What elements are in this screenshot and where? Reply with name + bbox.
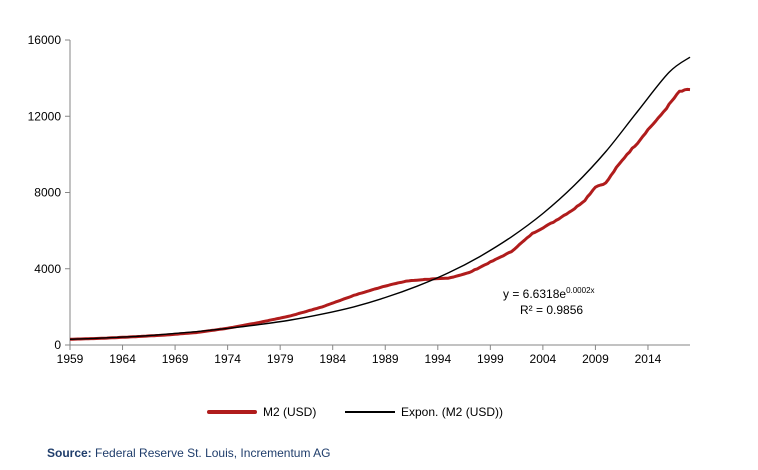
equation-exponent: 0.0002x xyxy=(566,286,594,295)
legend-item-expon: Expon. (M2 (USD)) xyxy=(345,405,503,419)
source-note: Source: Federal Reserve St. Louis, Incre… xyxy=(47,446,330,460)
equation-main: y = 6.6318e xyxy=(503,287,566,301)
x-tick-label: 1959 xyxy=(57,352,84,366)
y-tick-label: 0 xyxy=(54,338,61,352)
x-tick-label: 1974 xyxy=(214,352,241,366)
x-tick-label: 1964 xyxy=(109,352,136,366)
y-tick-label: 12000 xyxy=(28,109,62,123)
series-line-expon-trend xyxy=(69,56,691,340)
x-tick-label: 2009 xyxy=(582,352,609,366)
x-tick-label: 1989 xyxy=(372,352,399,366)
source-label: Source: xyxy=(47,446,92,460)
y-tick-label: 16000 xyxy=(28,33,62,47)
y-tick-label: 4000 xyxy=(34,262,61,276)
legend-label-expon: Expon. (M2 (USD)) xyxy=(401,405,504,419)
x-tick-label: 1994 xyxy=(424,352,451,366)
r-squared: R² = 0.9856 xyxy=(520,303,583,317)
trend-equation: y = 6.6318e0.0002x xyxy=(503,286,595,301)
legend-swatch-expon xyxy=(345,411,395,413)
x-tick-label: 2004 xyxy=(530,352,557,366)
x-tick-label: 1999 xyxy=(477,352,504,366)
x-axis: 1959 1964 1969 1974 1979 1984 1989 1994 1999 2004… xyxy=(57,344,690,366)
legend-label-m2: M2 (USD) xyxy=(263,405,317,419)
x-tick-label: 1984 xyxy=(319,352,346,366)
x-tick-label: 2014 xyxy=(635,352,662,366)
y-tick-label: 8000 xyxy=(34,186,61,200)
source-text: Federal Reserve St. Louis, Incrementum A… xyxy=(95,446,331,460)
legend-swatch-m2 xyxy=(207,410,257,414)
x-tick-label: 1969 xyxy=(162,352,189,366)
legend-item-m2: M2 (USD) xyxy=(207,405,316,419)
legend: M2 (USD) Expon. (M2 (USD)) xyxy=(0,405,758,425)
x-tick-label: 1979 xyxy=(267,352,294,366)
series-line-m2 xyxy=(69,87,691,341)
series-layer xyxy=(69,56,691,341)
y-axis: 0 4000 8000 12000 16000 xyxy=(28,33,71,352)
chart: 0 4000 8000 12000 16000 1959 1964 1969 1974 1979… xyxy=(28,33,691,366)
